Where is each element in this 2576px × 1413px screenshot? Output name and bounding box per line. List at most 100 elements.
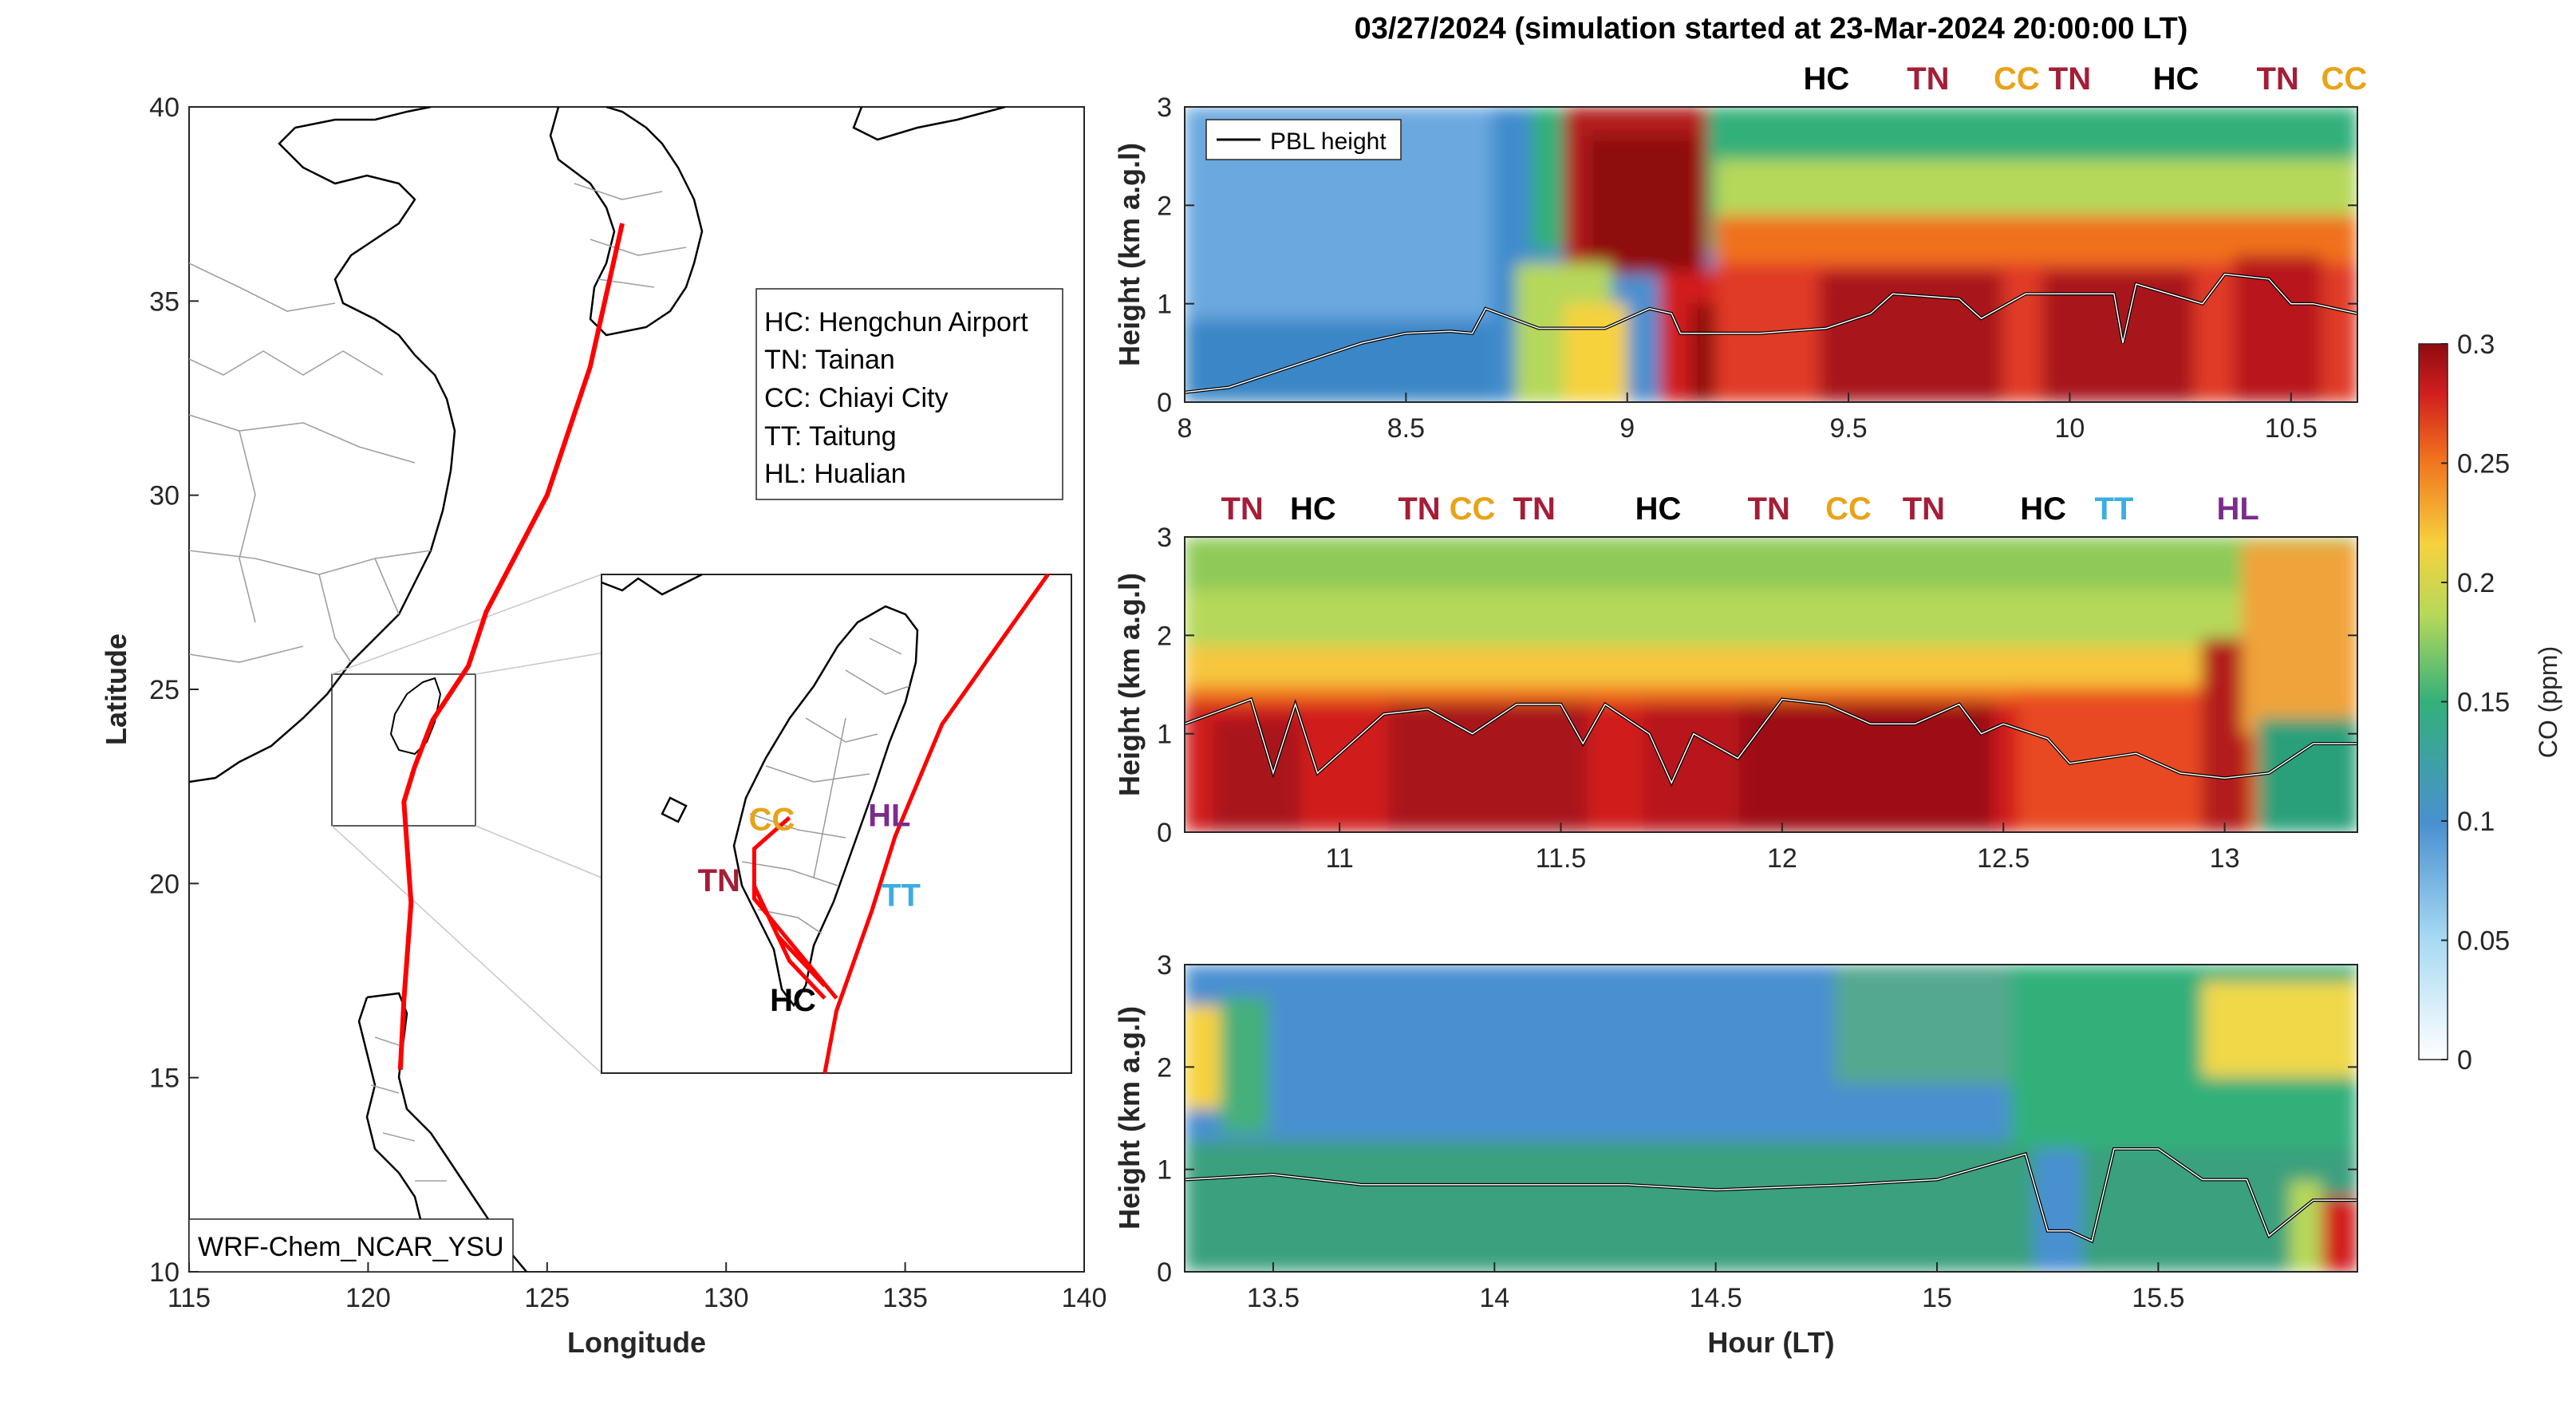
heatmap-2 [1185,537,2357,832]
x-tick-label: 11.5 [1536,843,1587,874]
y-tick-label: 2 [1157,191,1172,221]
map-x-axis-label: Longitude [567,1326,706,1359]
inset-track-branch [752,885,826,1000]
pbl-legend: PBL height [1205,119,1402,160]
inset-connector-bottom [331,825,602,1074]
colorbar-tick-label: 0.15 [2457,688,2510,718]
inset-site-label-hc: HC [770,983,816,1018]
colorbar: 0 0.05 0.1 0.15 0.2 0.25 0.3 CO (ppm) [2418,330,2562,1076]
x-tick-label: 12 [1767,843,1797,874]
colorbar-tick-label: 0.25 [2457,449,2510,480]
y-tick-label: 0 [1157,1257,1172,1288]
map-y-tick-label: 40 [149,93,179,123]
heatmap-3 [1185,965,2357,1272]
inset-flight-track [823,573,1050,1074]
taiwan-inset: CC HL TN TT HC [601,573,1072,1074]
site-label-tn: TN [1221,491,1263,527]
map-y-tick-label: 35 [149,286,179,317]
panel-1-y-axis-label: Height (km a.g.l) [1113,143,1146,366]
inset-frame [601,574,1072,1074]
colorbar-ticks: 0 0.05 0.1 0.15 0.2 0.25 0.3 [2441,330,2510,1076]
model-label: WRF-Chem_NCAR_YSU [198,1232,504,1262]
site-label-tn: TN [1513,491,1556,527]
pbl-line-2-halo [1184,698,2357,785]
chart-title: 03/27/2024 (simulation started at 23-Mar… [1355,12,2188,45]
x-tick-label: 15 [1922,1283,1952,1313]
inset-track-branch [751,815,838,1000]
colorbar-label: CO (ppm) [2534,646,2562,758]
site-label-tn: TN [1903,491,1945,527]
map-x-ticks: 115 120 125 130 135 140 [168,1262,1107,1313]
inset-site-labels: CC HL TN TT HC [698,799,921,1018]
site-label-cc: CC [1994,61,2040,97]
panel-3-frame [1184,964,2358,1273]
x-tick-label: 14 [1479,1283,1509,1313]
y-tick-label: 1 [1157,1155,1172,1186]
y-tick-label: 2 [1157,1052,1172,1083]
map-x-tick-label: 135 [882,1283,928,1313]
colorbar-tick-label: 0.3 [2457,330,2495,360]
site-label-cc: CC [1825,491,1872,527]
panel-2-frame [1184,536,2358,833]
y-tick-label: 0 [1157,818,1172,848]
map-y-tick-label: 25 [149,675,179,705]
map-x-tick-label: 120 [345,1283,391,1313]
panel-1-site-labels: HC TN CC TN HC TN CC [1803,61,2367,97]
map-x-tick-label: 115 [168,1283,211,1313]
panel-1-frame [1184,106,2358,403]
site-label-hc: HC [1635,491,1682,527]
china-coast-inset [601,573,703,823]
legend-entry-cc: CC: Chiayi City [764,383,948,413]
y-tick-label: 2 [1157,621,1172,651]
pbl-legend-label: PBL height [1270,128,1387,155]
x-tick-label: 8.5 [1387,413,1425,444]
x-tick-label: 13.5 [1247,1283,1300,1313]
pbl-line-3-halo [1184,1148,2357,1242]
site-legend: HC: Hengchun Airport TN: Tainan CC: Chia… [755,288,1063,500]
panel-3: 13.5 14 14.5 15 15.5 0 1 2 3 Height (km a.g.l) H… [1113,950,2358,1359]
site-label-tt: TT [2094,491,2133,527]
x-tick-label: 10.5 [2265,413,2318,444]
y-tick-label: 3 [1157,523,1172,553]
inset-site-label-hl: HL [868,799,910,834]
y-tick-label: 1 [1157,290,1172,320]
x-tick-label: 12.5 [1977,843,2030,874]
site-label-hc: HC [1803,61,1849,97]
site-label-tn: TN [2256,61,2298,97]
site-label-hc: HC [2020,491,2066,527]
china-coastline [189,107,456,783]
legend-entry-tn: TN: Tainan [764,345,895,375]
x-tick-label: 9 [1619,413,1635,444]
map-x-tick-label: 130 [704,1283,749,1313]
map-x-tick-label: 125 [524,1283,570,1313]
site-label-tn: TN [1907,61,1949,97]
x-axis-label: Hour (LT) [1707,1326,1834,1359]
site-label-hc: HC [1290,491,1336,527]
x-tick-label: 15.5 [2132,1283,2184,1313]
taiwan-inset-coastline [732,605,919,1008]
colorbar-tick-label: 0.05 [2457,926,2510,957]
korea-coastline [549,107,704,337]
map-y-axis-label: Latitude [100,633,132,745]
pbl-line-1-halo [1184,273,2358,393]
map-y-tick-label: 15 [149,1064,179,1094]
site-label-cc: CC [1450,491,1496,527]
inset-site-label-cc: CC [749,802,795,837]
legend-entry-hc: HC: Hengchun Airport [764,307,1028,337]
site-label-cc: CC [2321,61,2367,97]
site-label-hl: HL [2217,491,2259,527]
colorbar-tick-label: 0 [2457,1045,2472,1076]
inset-site-label-tt: TT [882,878,921,914]
colorbar-tick-label: 0.2 [2457,568,2495,598]
x-tick-label: 10 [2055,413,2085,444]
map-y-tick-label: 10 [149,1257,179,1288]
panel-3-y-axis-label: Height (km a.g.l) [1113,1006,1146,1229]
panel-2-y-axis-label: Height (km a.g.l) [1113,573,1146,796]
inset-connector-top [331,574,602,675]
y-tick-label: 0 [1157,388,1172,418]
site-label-hc: HC [2153,61,2199,97]
model-label-box: WRF-Chem_NCAR_YSU [188,1218,514,1273]
